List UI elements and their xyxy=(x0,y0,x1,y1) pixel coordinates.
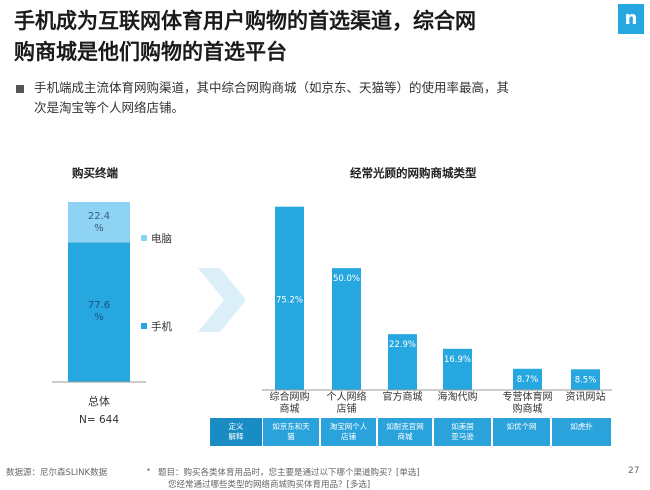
table-cell-3 xyxy=(378,418,432,446)
table-cell-4 xyxy=(434,418,491,446)
x-tick-label-4: 海淘代购 xyxy=(438,390,478,403)
table-cell-text-4: 如美国亚马逊 xyxy=(451,421,474,441)
x-tick-label-1: 综合网购商城 xyxy=(270,390,310,415)
left-chart-title: 购买终端 xyxy=(72,166,118,180)
subtitle-line-1: 手机端成主流体育网购渠道，其中综合网购商城（如京东、天猫等）的使用率最高，其 xyxy=(34,80,510,95)
footer-source: 数据源：尼尔森SLINK数据 xyxy=(6,468,108,478)
subtitle-line-2: 次是淘宝等个人网络店铺。 xyxy=(34,100,185,115)
brand-logo: n xyxy=(618,4,644,34)
bar-2 xyxy=(332,268,361,390)
footer-question-1: 题目：购买各类体育用品时，您主要是通过以下哪个渠道购买？[单选] xyxy=(158,468,420,478)
bullet-square-icon xyxy=(16,85,24,93)
value-label-3: 22.9% xyxy=(389,340,416,350)
table-cell-5 xyxy=(493,418,550,446)
value-label-6: 8.5% xyxy=(575,375,597,385)
bar-segment-pc xyxy=(68,202,130,243)
table-cell-6 xyxy=(552,418,611,446)
table-cell-2 xyxy=(321,418,376,446)
table-header-text: 定义解释 xyxy=(229,421,244,441)
x-tick-label-3: 官方商城 xyxy=(383,390,423,403)
value-label-2: 50.0% xyxy=(333,274,360,284)
x-tick-label-5: 专营体育网购商城 xyxy=(503,390,553,415)
x-tick-label-6: 资讯网站 xyxy=(566,390,606,403)
value-label-4: 16.9% xyxy=(444,355,471,365)
bar-6 xyxy=(571,369,600,390)
table-cell-text-5: 如优个网 xyxy=(507,421,537,431)
table-cell-text-3: 如耐克官网商城 xyxy=(386,421,424,441)
sample-size-label: N= 644 xyxy=(79,414,119,426)
table-cell-text-1: 如京东和天猫 xyxy=(272,421,310,441)
bar-4 xyxy=(443,348,472,390)
subtitle: 手机端成主流体育网购渠道，其中综合网购商城（如京东、天猫等）的使用率最高，其 次… xyxy=(34,78,630,118)
right-chart-title: 经常光顾的网购商城类型 xyxy=(350,166,477,180)
legend-swatch-pc xyxy=(141,235,147,241)
table-cell-text-6: 如虎扑 xyxy=(570,421,593,431)
logo-letter: n xyxy=(624,8,638,29)
footer-note-bullet: • xyxy=(146,466,152,476)
table-cell-text-2: 淘宝网个人店铺 xyxy=(330,421,368,441)
bar-segment-phone xyxy=(68,242,130,382)
bar-3 xyxy=(388,334,417,390)
value-label-5: 8.7% xyxy=(517,375,539,385)
table-cell-1 xyxy=(263,418,319,446)
x-tick-label-2: 个人网络店铺 xyxy=(327,390,367,415)
chevron-right-icon xyxy=(198,268,246,332)
legend-label-phone: 手机 xyxy=(151,320,172,333)
legend-label-pc: 电脑 xyxy=(151,232,172,245)
value-label-1: 75.2% xyxy=(276,296,303,306)
data-label-pc: 22.4% xyxy=(88,211,110,234)
title-line-1: 手机成为互联网体育用户购物的首选渠道，综合网 xyxy=(14,9,476,33)
bar-1 xyxy=(275,206,304,390)
legend-swatch-phone xyxy=(141,323,147,329)
page-number: 27 xyxy=(628,466,640,476)
left-x-tick-label: 总体 xyxy=(88,394,110,408)
table-header-cell xyxy=(210,418,262,446)
page-title: 手机成为互联网体育用户购物的首选渠道，综合网 购商城是他们购物的首选平台 xyxy=(14,6,604,68)
title-line-2: 购商城是他们购物的首选平台 xyxy=(14,40,287,64)
data-label-phone: 77.6% xyxy=(88,300,110,323)
footer-question-2: 您经常通过哪些类型的网络商城购买体育用品？[多选] xyxy=(168,480,371,490)
bar-5 xyxy=(513,368,542,390)
